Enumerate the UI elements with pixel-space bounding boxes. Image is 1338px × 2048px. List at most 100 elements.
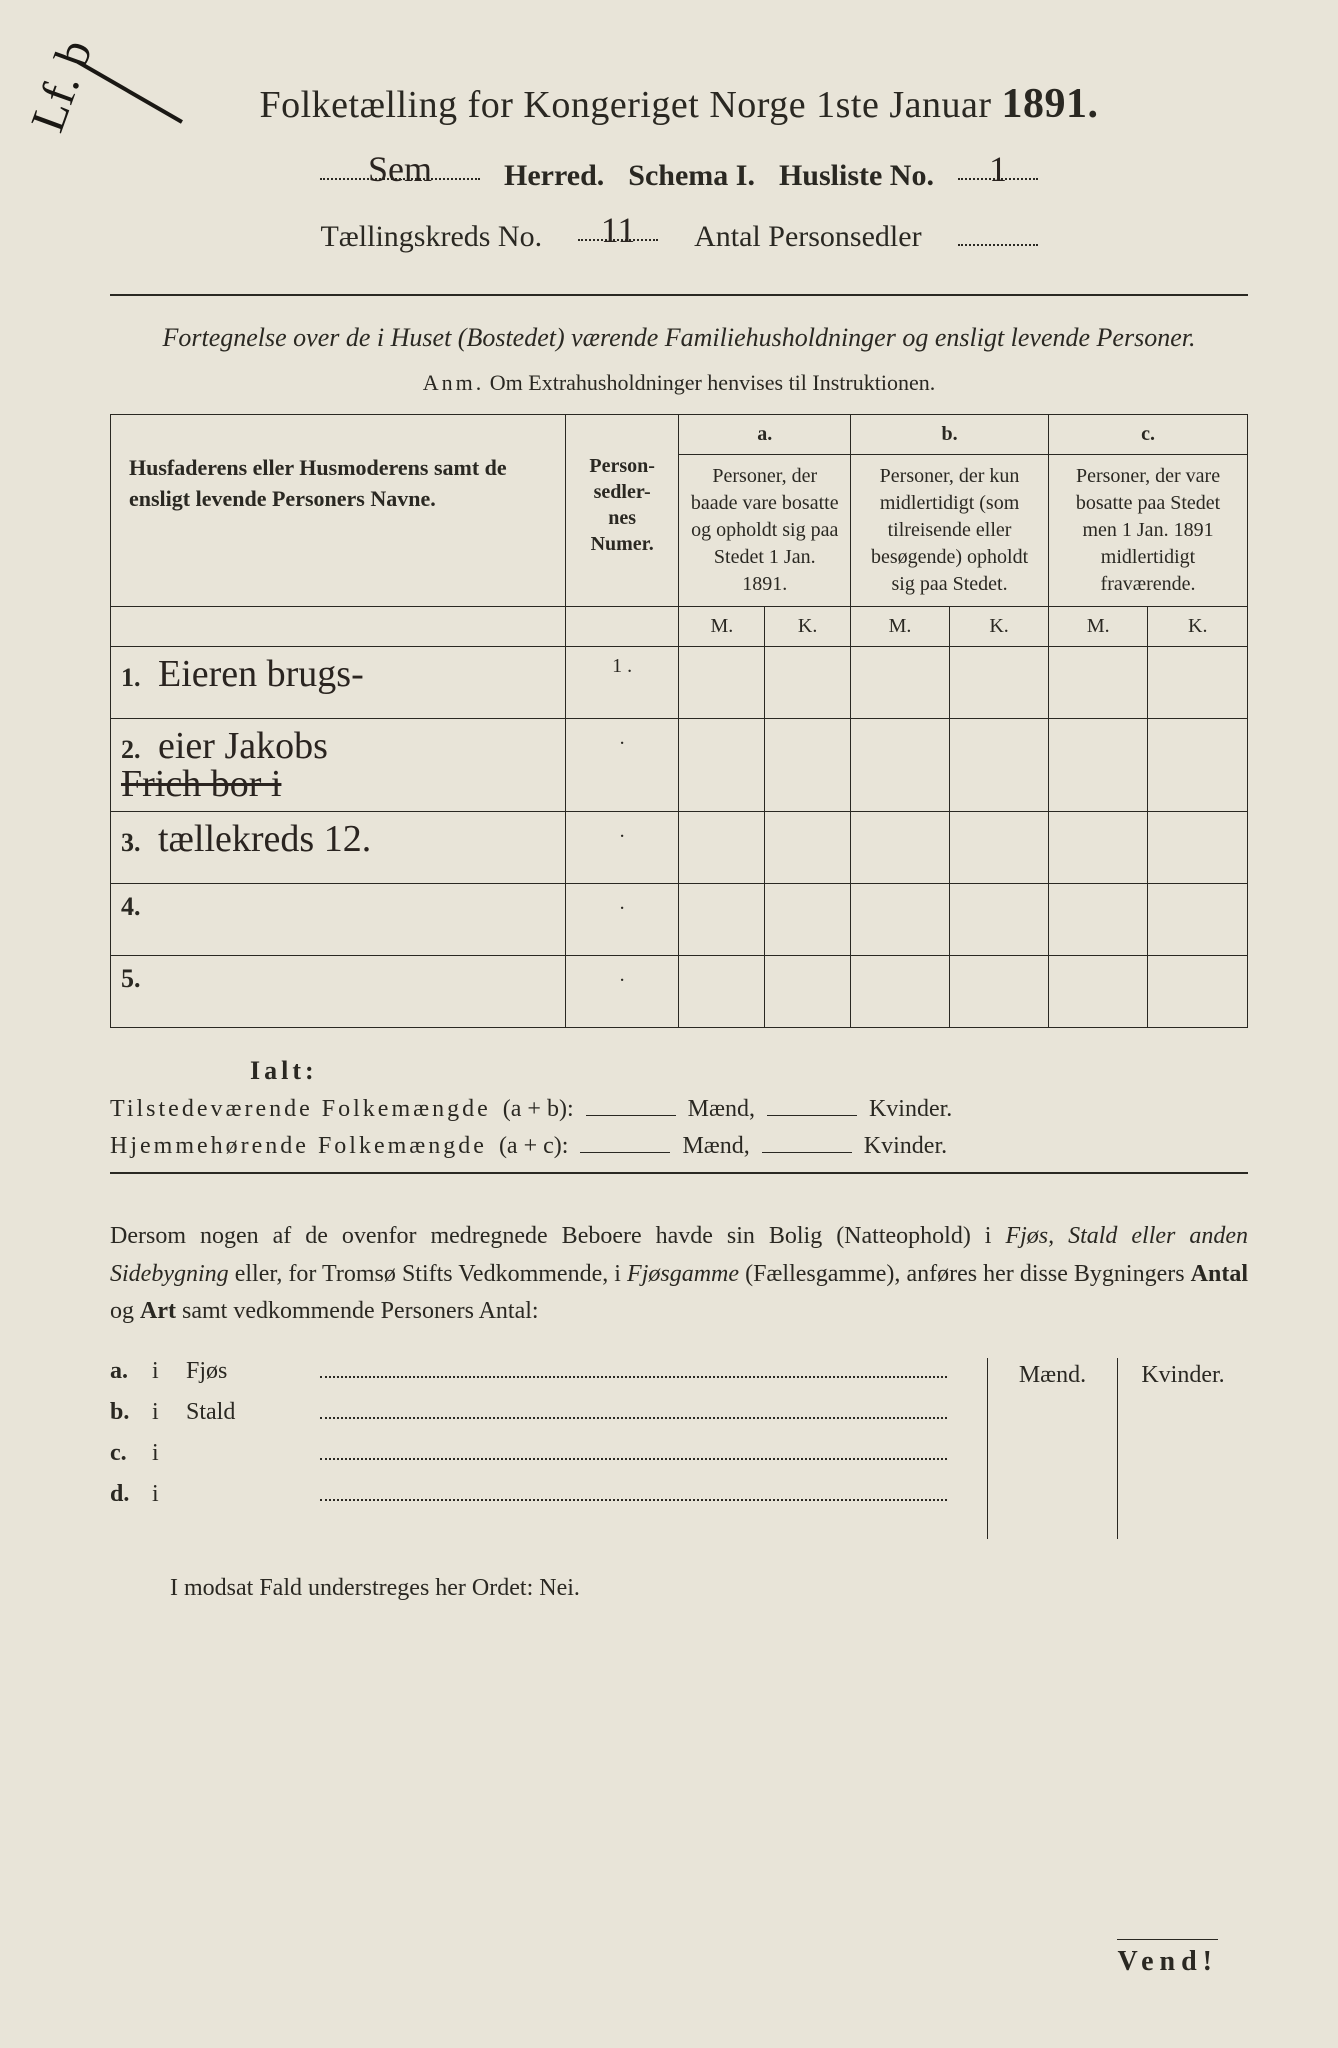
para-em2: Fjøsgamme xyxy=(627,1261,739,1287)
subtitle: Fortegnelse over de i Huset (Bostedet) v… xyxy=(110,320,1248,356)
ob-letter: c. xyxy=(110,1440,138,1467)
row-name: eier Jakobs xyxy=(158,725,328,767)
sum1-formula: (a + b): xyxy=(503,1096,574,1123)
person-num: . xyxy=(565,812,679,884)
col-b-text: Personer, der kun midlertidigt (som tilr… xyxy=(851,455,1049,607)
vend-label: Vend! xyxy=(1117,1939,1218,1978)
ob-letter: d. xyxy=(110,1481,138,1508)
ob-letter: b. xyxy=(110,1399,138,1426)
blank-m2 xyxy=(580,1135,670,1153)
nei-line: I modsat Fald understreges her Ordet: Ne… xyxy=(170,1575,1248,1602)
person-num: . xyxy=(565,956,679,1028)
col-c-k: K. xyxy=(1148,607,1248,647)
kreds-label: Tællingskreds No. xyxy=(320,220,542,254)
sum-line-1: Tilstedeværende Folkemængde (a + b): Mæn… xyxy=(110,1096,1248,1123)
person-num: . xyxy=(565,719,679,812)
herred-label: Herred. xyxy=(504,159,604,193)
divider-top xyxy=(110,294,1248,296)
table-row: 4. . xyxy=(111,884,1248,956)
ob-i: i xyxy=(152,1358,172,1385)
husliste-value: 1 xyxy=(989,149,1007,189)
maend-col-header: Mænd. xyxy=(988,1358,1118,1539)
table-row: 5. . xyxy=(111,956,1248,1028)
kvinder-col-header: Kvinder. xyxy=(1118,1358,1248,1539)
row-num: 3. xyxy=(121,828,153,858)
table-row: 3. tællekreds 12. . xyxy=(111,812,1248,884)
col-personnum-header: Person-sedler-nes Numer. xyxy=(565,415,679,607)
kreds-value: 11 xyxy=(601,210,636,250)
ob-name: Stald xyxy=(186,1399,306,1426)
para-p4: og xyxy=(110,1298,140,1324)
title-prefix: Folketælling for Kongeriget Norge 1ste J… xyxy=(259,84,991,126)
ob-dots xyxy=(320,1485,947,1501)
ob-dots xyxy=(320,1362,947,1378)
maend-label: Mænd, xyxy=(688,1096,755,1123)
page-title: Folketælling for Kongeriget Norge 1ste J… xyxy=(110,80,1248,128)
header-row-1: Sem Herred. Schema I. Husliste No. 1 xyxy=(110,152,1248,193)
antal-field xyxy=(958,218,1038,246)
anm-line: Anm. Om Extrahusholdninger henvises til … xyxy=(110,370,1248,396)
col-a-k: K. xyxy=(765,607,851,647)
para-p3: (Fællesgamme), anføres her disse Bygning… xyxy=(739,1261,1191,1287)
outbuildings-section: a. i Fjøs b. i Stald c. i d. i xyxy=(110,1358,1248,1539)
para-p1: Dersom nogen af de ovenfor medregnede Be… xyxy=(110,1223,1005,1249)
ob-dots xyxy=(320,1444,947,1460)
row-num: 2. xyxy=(121,735,153,765)
title-year: 1891. xyxy=(1002,81,1099,127)
row-name: Eieren brugs- xyxy=(158,653,364,695)
col-a-m: M. xyxy=(679,607,765,647)
header-row-2: Tællingskreds No. 11 Antal Personsedler xyxy=(110,213,1248,254)
para-b2: Art xyxy=(140,1298,176,1324)
maend-label: Mænd, xyxy=(682,1133,749,1160)
schema-label: Schema I. xyxy=(628,159,755,193)
col-b-m: M. xyxy=(851,607,950,647)
kvinder-label: Kvinder. xyxy=(864,1133,947,1160)
col-personnum-text: Person-sedler-nes Numer. xyxy=(576,423,669,587)
sum2-label: Hjemmehørende Folkemængde xyxy=(110,1133,487,1160)
col-a-letter: a. xyxy=(679,415,851,455)
row-name-strike: Frich bor i xyxy=(121,763,281,805)
ob-name: Fjøs xyxy=(186,1358,306,1385)
ob-row: b. i Stald xyxy=(110,1399,947,1426)
ob-i: i xyxy=(152,1481,172,1508)
herred-field: Sem xyxy=(320,152,480,180)
sum1-label: Tilstedeværende Folkemængde xyxy=(110,1096,491,1123)
blank-k1 xyxy=(767,1098,857,1116)
husliste-field: 1 xyxy=(958,152,1038,180)
margin-annotation: Lf. b xyxy=(20,32,104,138)
ob-dots xyxy=(320,1403,947,1419)
col-b-letter: b. xyxy=(851,415,1049,455)
para-p5: samt vedkommende Personers Antal: xyxy=(176,1298,539,1324)
kvinder-label: Kvinder. xyxy=(869,1096,952,1123)
table-row: 2. eier JakobsFrich bor i . xyxy=(111,719,1248,812)
col-a-text: Personer, der baade vare bosatte og opho… xyxy=(679,455,851,607)
herred-value: Sem xyxy=(368,149,432,189)
col-c-m: M. xyxy=(1049,607,1148,647)
row-num: 4. xyxy=(121,892,153,922)
blank-header-2 xyxy=(565,607,679,647)
row-num: 1. xyxy=(121,663,153,693)
divider-mid xyxy=(110,1172,1248,1174)
ob-row: c. i xyxy=(110,1440,947,1467)
husliste-label: Husliste No. xyxy=(779,159,934,193)
person-num: 1 xyxy=(612,655,632,677)
ob-letter: a. xyxy=(110,1358,138,1385)
outbuildings-list: a. i Fjøs b. i Stald c. i d. i xyxy=(110,1358,947,1522)
table-row: 1. Eieren brugs- 1 xyxy=(111,647,1248,719)
ob-i: i xyxy=(152,1440,172,1467)
row-num: 5. xyxy=(121,964,153,994)
document-page: Lf. b Folketælling for Kongeriget Norge … xyxy=(0,0,1338,2048)
ob-i: i xyxy=(152,1399,172,1426)
col-c-text: Personer, der vare bosatte paa Stedet me… xyxy=(1049,455,1248,607)
row-name: tællekreds 12. xyxy=(158,818,371,860)
col-names-text: Husfaderens eller Husmoderens samt de en… xyxy=(129,455,507,511)
col-c-letter: c. xyxy=(1049,415,1248,455)
para-p2: eller, for Tromsø Stifts Vedkommende, i xyxy=(229,1261,627,1287)
antal-label: Antal Personsedler xyxy=(694,220,921,254)
person-num: . xyxy=(565,884,679,956)
col-names-header: Husfaderens eller Husmoderens samt de en… xyxy=(111,415,566,607)
blank-header-1 xyxy=(111,607,566,647)
blank-m1 xyxy=(586,1098,676,1116)
sum2-formula: (a + c): xyxy=(499,1133,569,1160)
paragraph: Dersom nogen af de ovenfor medregnede Be… xyxy=(110,1218,1248,1330)
